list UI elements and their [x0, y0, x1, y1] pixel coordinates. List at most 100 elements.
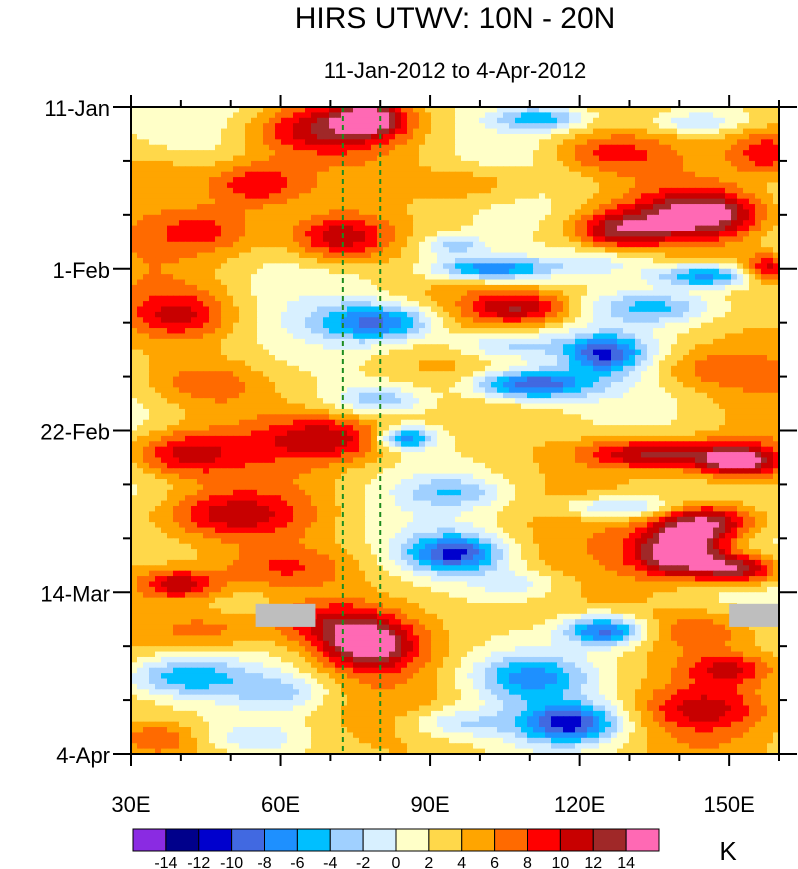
- field-cell: [623, 182, 630, 189]
- field-cell: [341, 128, 348, 135]
- field-cell: [215, 263, 222, 270]
- field-cell: [449, 225, 456, 232]
- field-cell: [539, 150, 546, 157]
- field-cell: [425, 225, 432, 232]
- field-cell: [647, 311, 654, 318]
- field-cell: [347, 257, 354, 264]
- field-cell: [749, 128, 756, 135]
- field-cell: [545, 333, 552, 340]
- field-cell: [155, 214, 162, 221]
- field-cell: [533, 268, 540, 275]
- field-cell: [557, 166, 564, 173]
- field-cell: [635, 306, 642, 313]
- field-cell: [317, 257, 324, 264]
- field-cell: [731, 252, 738, 259]
- field-cell: [473, 252, 480, 259]
- field-cell: [149, 231, 156, 237]
- field-cell: [371, 263, 378, 270]
- field-cell: [155, 290, 162, 297]
- field-cell: [173, 236, 180, 243]
- field-cell: [401, 133, 408, 140]
- field-cell: [149, 209, 156, 216]
- field-cell: [551, 139, 558, 146]
- field-cell: [137, 193, 144, 200]
- field-cell: [401, 263, 408, 270]
- field-cell: [677, 274, 684, 281]
- field-cell: [293, 220, 300, 227]
- field-cell: [671, 252, 678, 259]
- field-cell: [521, 209, 528, 216]
- field-cell: [221, 182, 228, 189]
- field-cell: [539, 107, 546, 113]
- field-cell: [209, 187, 216, 194]
- field-cell: [545, 349, 552, 356]
- field-cell: [557, 193, 564, 200]
- field-cell: [167, 344, 174, 351]
- field-cell: [761, 177, 768, 184]
- field-cell: [743, 311, 750, 318]
- field-cell: [689, 139, 696, 146]
- field-cell: [323, 209, 330, 216]
- field-cell: [431, 295, 438, 302]
- field-cell: [407, 187, 414, 194]
- field-cell: [743, 247, 750, 254]
- field-cell: [557, 257, 564, 264]
- field-cell: [395, 198, 402, 205]
- field-cell: [683, 349, 690, 356]
- field-cell: [617, 166, 624, 173]
- field-cell: [437, 107, 444, 113]
- field-cell: [545, 182, 552, 189]
- field-cell: [431, 279, 438, 286]
- field-cell: [701, 344, 708, 351]
- field-cell: [299, 328, 306, 335]
- field-cell: [377, 139, 384, 146]
- field-cell: [371, 123, 378, 130]
- field-cell: [719, 274, 726, 281]
- field-cell: [161, 107, 168, 113]
- field-cell: [641, 160, 648, 167]
- field-cell: [521, 133, 528, 140]
- field-cell: [149, 123, 156, 130]
- field-cell: [479, 338, 486, 345]
- field-cell: [311, 306, 318, 313]
- field-cell: [149, 268, 156, 275]
- field-cell: [467, 204, 474, 211]
- field-cell: [461, 214, 468, 221]
- field-cell: [449, 306, 456, 313]
- field-cell: [629, 241, 636, 248]
- field-cell: [641, 311, 648, 318]
- field-cell: [713, 290, 720, 297]
- field-cell: [419, 328, 426, 335]
- field-cell: [767, 301, 774, 308]
- field-cell: [329, 187, 336, 194]
- field-cell: [749, 133, 756, 140]
- field-cell: [473, 214, 480, 221]
- field-cell: [749, 252, 756, 259]
- field-cell: [725, 225, 732, 232]
- field-cell: [257, 322, 264, 329]
- field-cell: [371, 209, 378, 216]
- field-cell: [353, 187, 360, 194]
- field-cell: [581, 252, 588, 259]
- field-cell: [707, 182, 714, 189]
- field-cell: [233, 301, 240, 308]
- field-cell: [365, 177, 372, 184]
- field-cell: [617, 301, 624, 308]
- field-cell: [431, 214, 438, 221]
- field-cell: [593, 166, 600, 173]
- field-cell: [329, 209, 336, 216]
- field-cell: [767, 290, 774, 297]
- field-cell: [635, 333, 642, 340]
- field-cell: [221, 150, 228, 157]
- field-cell: [509, 322, 516, 329]
- field-cell: [731, 133, 738, 140]
- field-cell: [455, 155, 462, 162]
- field-cell: [557, 107, 564, 113]
- field-cell: [569, 171, 576, 178]
- field-cell: [425, 279, 432, 286]
- field-cell: [653, 295, 660, 302]
- field-cell: [215, 236, 222, 243]
- field-cell: [647, 252, 654, 259]
- field-cell: [659, 311, 666, 318]
- field-cell: [401, 344, 408, 351]
